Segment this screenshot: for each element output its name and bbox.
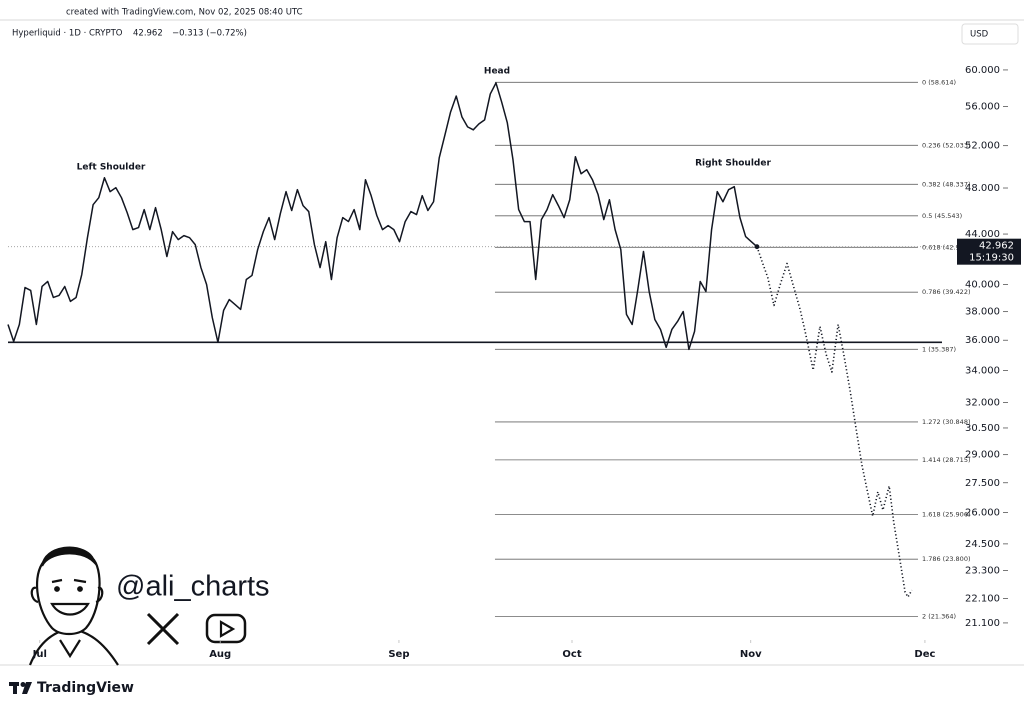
youtube-logo[interactable]: [205, 613, 247, 644]
annotation: Head: [484, 67, 510, 77]
currency[interactable]: USD: [970, 30, 989, 40]
y-tick-label: 21.100: [965, 618, 1000, 629]
annotation: Right Shoulder: [695, 159, 771, 169]
price-tag-label: 42.962: [979, 241, 1014, 252]
y-tick-label: 60.000: [965, 65, 1000, 76]
y-tick-label: 36.000: [965, 335, 1000, 346]
y-tick-label: 27.500: [965, 478, 1000, 489]
fib-label: 1.786 (23.800): [922, 555, 971, 563]
created-note: created with TradingView.com, Nov 02, 20…: [66, 8, 303, 18]
y-tick-label: 48.000: [965, 183, 1000, 194]
fib-label: 0.786 (39.422): [922, 288, 971, 296]
y-tick-label: 29.000: [965, 450, 1000, 461]
fib-label: 1.618 (25.906): [922, 510, 971, 518]
x-tick-label: Sep: [388, 649, 409, 660]
x-logo[interactable]: [146, 612, 180, 646]
projection-line: [756, 246, 913, 598]
price-tag-countdown: 15:19:30: [969, 253, 1014, 264]
y-tick-label: 26.000: [965, 507, 1000, 518]
y-tick-label: 38.000: [965, 307, 1000, 318]
x-tick-label: Jul: [32, 649, 47, 660]
fib-label: 1.272 (30.848): [922, 418, 971, 426]
brand-name: TradingView: [37, 680, 134, 696]
last-price: 42.962: [133, 29, 163, 39]
watermark-handle: @ali_charts: [116, 571, 270, 603]
fib-label: 1 (35.387): [922, 345, 956, 353]
change: −0.313 (−0.72%): [172, 29, 247, 39]
symbol: Hyperliquid · 1D · CRYPTO: [12, 29, 123, 39]
fib-label: 0.382 (48.337): [922, 180, 971, 188]
last-point: [754, 244, 760, 250]
price-line: [7, 82, 758, 351]
y-tick-label: 40.000: [965, 279, 1000, 290]
y-tick-label: 44.000: [965, 229, 1000, 240]
y-tick-label: 32.000: [965, 398, 1000, 409]
y-tick-label: 52.000: [965, 141, 1000, 152]
currency-box[interactable]: [961, 23, 1019, 45]
y-tick-label: 34.000: [965, 365, 1000, 376]
price-tag: [957, 238, 1021, 265]
x-tick-label: Aug: [209, 649, 231, 660]
fib-label: 2 (21.364): [922, 612, 956, 620]
y-tick-label: 22.100: [965, 593, 1000, 604]
x-tick-label: Oct: [562, 649, 581, 660]
x-tick-label: Dec: [914, 649, 935, 660]
fib-label: 0.618 (42.910): [922, 243, 971, 251]
y-tick-label: 23.300: [965, 565, 1000, 576]
x-tick-label: Nov: [740, 649, 762, 660]
annotation: Left Shoulder: [77, 163, 146, 173]
fib-label: 0 (58.614): [922, 78, 956, 86]
fib-label: 0.5 (45.543): [922, 212, 962, 220]
y-tick-label: 24.500: [965, 539, 1000, 550]
avatar: [28, 546, 119, 666]
y-tick-label: 30.500: [965, 423, 1000, 434]
fib-label: 0.236 (52.033): [922, 141, 971, 149]
y-tick-label: 56.000: [965, 101, 1000, 112]
brand-logo: [9, 682, 32, 694]
fib-label: 1.414 (28.715): [922, 456, 971, 464]
